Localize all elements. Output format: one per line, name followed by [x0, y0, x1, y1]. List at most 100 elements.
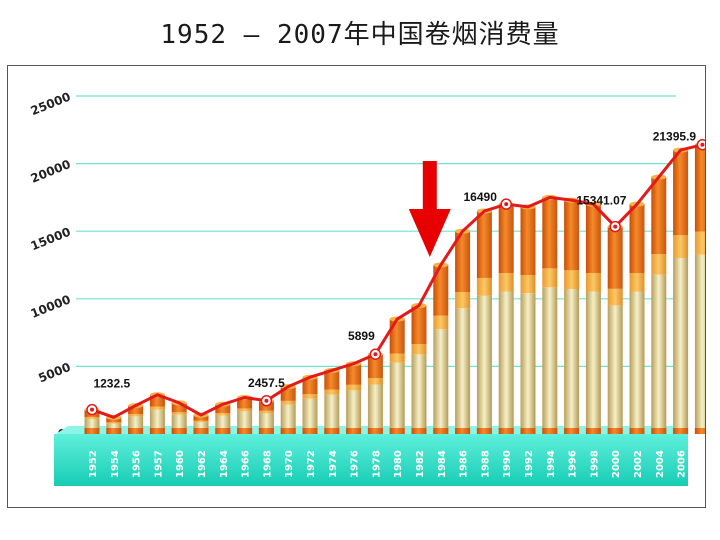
bar-band — [324, 389, 340, 395]
bar-band — [84, 416, 100, 419]
bar-base — [367, 428, 383, 434]
x-tick-label: 1970 — [284, 450, 295, 478]
bar-base — [564, 428, 580, 434]
bar-base — [585, 428, 601, 434]
bar — [433, 262, 449, 434]
x-tick-label: 1964 — [219, 450, 230, 478]
y-tick-label: 5000 — [36, 360, 72, 385]
bar — [542, 194, 558, 434]
data-label: 16490 — [464, 190, 498, 204]
bar-upper — [651, 177, 667, 255]
x-axis: 1952 1954 1956 1957 1960 1962 1964 1966 1968 1970… — [88, 450, 705, 478]
y-tick-label: 15000 — [29, 225, 73, 254]
x-tick-label: 1986 — [459, 450, 470, 478]
x-tick-label: 1974 — [328, 450, 339, 478]
x-tick-label: 1992 — [524, 450, 535, 478]
x-tick-label: 1952 — [88, 450, 99, 478]
bar-base — [346, 428, 362, 434]
bar-upper — [585, 204, 601, 274]
bar-lower — [498, 291, 514, 434]
bar — [694, 142, 705, 434]
bar-base — [476, 428, 492, 434]
bar-upper — [389, 319, 405, 354]
bar — [389, 316, 405, 434]
bar — [455, 228, 471, 434]
y-axis: 0500010000150002000025000 — [29, 90, 73, 441]
trend-marker-dot — [90, 407, 94, 412]
trend-marker-dot — [373, 352, 378, 357]
bar-lower — [280, 404, 296, 434]
x-tick-label: 1956 — [132, 450, 143, 478]
bars — [84, 142, 705, 434]
bar-upper — [433, 265, 449, 316]
bar-band — [607, 288, 623, 306]
bar-base — [694, 428, 705, 434]
bar-upper — [171, 402, 187, 413]
trend-marker — [369, 348, 382, 360]
x-tick-label: 2002 — [633, 450, 644, 478]
bar-band — [346, 384, 362, 391]
bar-lower — [564, 288, 580, 434]
bar-band — [237, 408, 253, 412]
bar-base — [455, 428, 471, 434]
chart: 0500010000150002000025000 19521954195619… — [29, 90, 705, 486]
bar-band — [171, 412, 187, 415]
x-tick-label: 1998 — [589, 450, 600, 478]
bar-lower — [433, 329, 449, 434]
x-tick-label: 1994 — [546, 450, 557, 478]
bar — [520, 204, 536, 434]
bar-base — [411, 428, 427, 434]
trend-marker — [86, 403, 98, 416]
bar-lower — [149, 409, 165, 434]
x-tick-label: 1982 — [415, 450, 426, 478]
bar-upper — [346, 363, 362, 385]
bar-upper — [673, 150, 689, 236]
bar-upper — [237, 397, 253, 409]
bar-upper — [149, 394, 165, 407]
bar-lower — [324, 394, 340, 434]
trend-marker-dot — [700, 142, 705, 147]
bar-band — [673, 235, 689, 258]
bar-lower — [367, 384, 383, 434]
x-tick-label: 1972 — [306, 450, 317, 478]
x-tick-label: 1966 — [241, 450, 252, 478]
bar-band — [367, 378, 383, 385]
bar-band — [193, 420, 209, 423]
bar-base — [324, 428, 340, 434]
data-label: 2457.5 — [248, 376, 285, 390]
highlight-arrow — [408, 161, 451, 257]
x-tick-label: 1968 — [262, 450, 273, 478]
bar-base — [520, 428, 536, 434]
y-tick-label: 10000 — [29, 292, 73, 321]
bar-upper — [215, 404, 231, 414]
bar-band — [302, 394, 318, 399]
data-label: 21395.9 — [653, 130, 697, 144]
bar-upper — [520, 206, 536, 276]
bar-base — [149, 428, 165, 434]
bar-base — [280, 428, 296, 434]
bar-base — [215, 428, 231, 434]
trend-marker-dot — [504, 202, 509, 207]
bar-band — [433, 315, 449, 330]
bar-lower — [651, 274, 667, 434]
x-tick-label: 1957 — [153, 450, 164, 478]
bar-band — [280, 400, 296, 405]
trend-marker — [696, 138, 705, 151]
bar-upper — [564, 200, 580, 271]
x-tick-label: 1996 — [568, 450, 579, 478]
y-tick-label: 25000 — [29, 90, 73, 119]
arrow-shape — [408, 161, 451, 257]
bar-band — [476, 277, 492, 296]
data-label: 1232.5 — [93, 376, 130, 390]
bar-base — [258, 428, 274, 434]
bar-upper — [128, 405, 144, 415]
bar-lower — [389, 362, 405, 434]
bar-band — [411, 344, 427, 355]
bar-upper — [324, 370, 340, 390]
bar-band — [149, 406, 165, 410]
trend-marker — [609, 220, 621, 233]
bar-upper — [367, 354, 383, 379]
bar — [607, 224, 623, 434]
x-tick-label: 2007 — [698, 450, 705, 478]
x-tick-label: 2000 — [611, 450, 622, 478]
